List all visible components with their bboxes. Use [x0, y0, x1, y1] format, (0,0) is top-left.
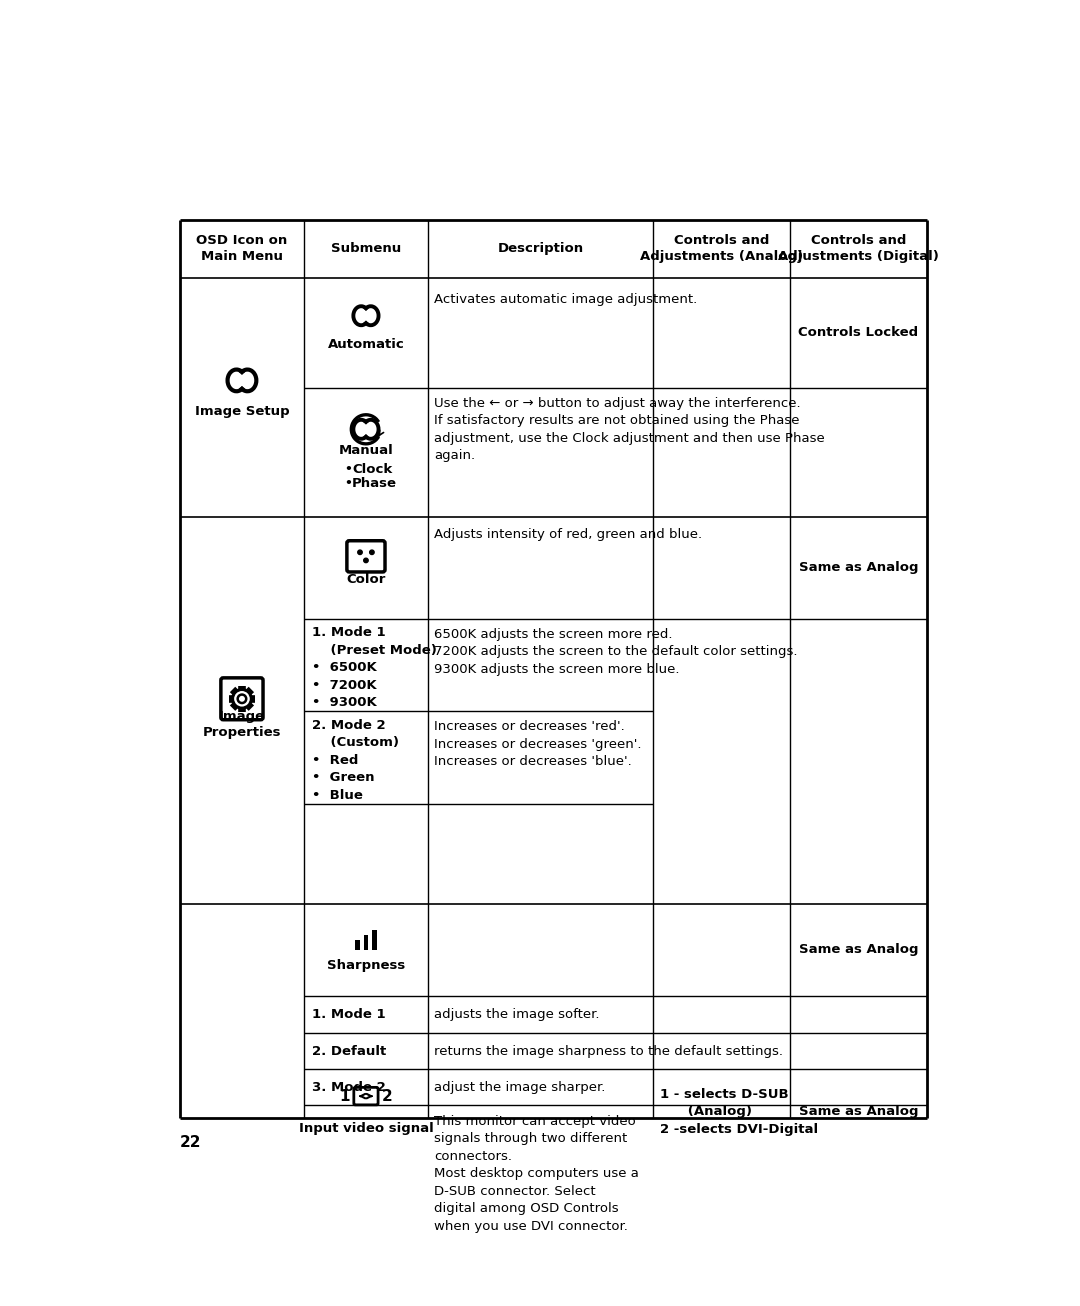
- Text: Input video signal: Input video signal: [298, 1122, 433, 1135]
- Text: 1. Mode 1: 1. Mode 1: [312, 1008, 386, 1021]
- Bar: [364, 935, 368, 951]
- Text: Description: Description: [497, 242, 583, 255]
- Circle shape: [357, 550, 362, 555]
- Text: •: •: [345, 477, 352, 490]
- Text: adjust the image sharper.: adjust the image sharper.: [434, 1081, 606, 1093]
- Text: returns the image sharpness to the default settings.: returns the image sharpness to the defau…: [434, 1045, 783, 1058]
- Text: Phase: Phase: [352, 477, 397, 490]
- Text: Image Setup: Image Setup: [194, 405, 289, 418]
- Circle shape: [364, 558, 368, 563]
- Bar: [355, 940, 360, 951]
- Text: Controls and
Adjustments (Analog): Controls and Adjustments (Analog): [639, 234, 802, 264]
- Text: Controls Locked: Controls Locked: [798, 326, 918, 340]
- Text: 22: 22: [180, 1135, 202, 1149]
- Text: 3. Mode 2: 3. Mode 2: [312, 1081, 386, 1093]
- Text: 1. Mode 1
    (Preset Mode)
•  6500K
•  7200K
•  9300K: 1. Mode 1 (Preset Mode) • 6500K • 7200K …: [312, 627, 436, 709]
- Text: Same as Analog: Same as Analog: [799, 562, 918, 575]
- Text: Adjusts intensity of red, green and blue.: Adjusts intensity of red, green and blue…: [434, 528, 702, 541]
- Text: Controls and
Adjustments (Digital): Controls and Adjustments (Digital): [778, 234, 939, 264]
- Text: 2: 2: [382, 1089, 393, 1104]
- Bar: [372, 930, 377, 951]
- Text: Increases or decreases 'red'.
Increases or decreases 'green'.
Increases or decre: Increases or decreases 'red'. Increases …: [434, 721, 642, 768]
- Text: Image
Properties: Image Properties: [203, 709, 281, 739]
- Text: Clock: Clock: [352, 462, 392, 475]
- Text: Sharpness: Sharpness: [327, 959, 405, 972]
- Text: Manual: Manual: [338, 444, 393, 457]
- Circle shape: [369, 550, 374, 555]
- Text: Same as Analog: Same as Analog: [799, 1105, 918, 1118]
- Text: OSD Icon on
Main Menu: OSD Icon on Main Menu: [197, 234, 287, 264]
- Text: Same as Analog: Same as Analog: [799, 943, 918, 956]
- Text: Submenu: Submenu: [330, 242, 401, 255]
- Text: Use the ← or → button to adjust away the interference.
If satisfactory results a: Use the ← or → button to adjust away the…: [434, 397, 825, 462]
- Text: Color: Color: [347, 573, 386, 586]
- Text: 1: 1: [339, 1089, 350, 1104]
- Text: 6500K adjusts the screen more red.
7200K adjusts the screen to the default color: 6500K adjusts the screen more red. 7200K…: [434, 628, 798, 677]
- Text: •: •: [345, 462, 352, 475]
- Text: This monitor can accept video
signals through two different
connectors.
Most des: This monitor can accept video signals th…: [434, 1114, 639, 1233]
- Text: adjusts the image softer.: adjusts the image softer.: [434, 1008, 599, 1021]
- Text: 2. Default: 2. Default: [312, 1045, 386, 1058]
- Text: Activates automatic image adjustment.: Activates automatic image adjustment.: [434, 293, 698, 306]
- Text: Automatic: Automatic: [327, 338, 404, 351]
- Text: 1 - selects D-SUB
      (Analog)
2 -selects DVI-Digital: 1 - selects D-SUB (Analog) 2 -selects DV…: [661, 1088, 819, 1135]
- Text: 2. Mode 2
    (Custom)
•  Red
•  Green
•  Blue: 2. Mode 2 (Custom) • Red • Green • Blue: [312, 718, 399, 802]
